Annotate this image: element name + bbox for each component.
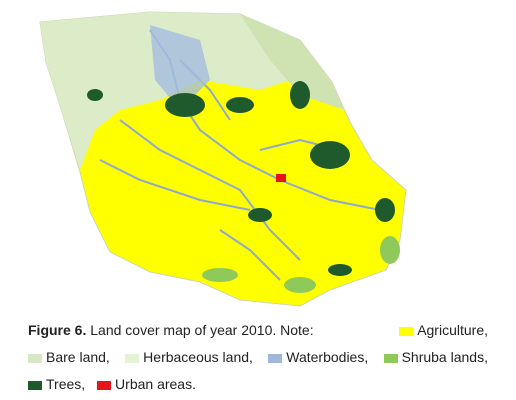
herbaceous-region xyxy=(40,12,320,170)
legend-label: Herbaceous land, xyxy=(143,349,253,365)
legend-swatch xyxy=(399,326,414,336)
legend-swatch xyxy=(125,353,140,363)
legend-label: Agriculture, xyxy=(417,322,488,338)
urban-area xyxy=(276,174,286,182)
shrub-patches xyxy=(202,236,400,293)
legend-label: Waterbodies, xyxy=(286,349,369,365)
land-cover-map xyxy=(39,11,407,307)
legend-swatch xyxy=(28,353,42,363)
bare-region xyxy=(240,14,345,110)
tree-patches xyxy=(87,81,395,276)
legend-line: Bare land, Herbaceous land, Waterbodies,… xyxy=(28,349,488,365)
caption-text: Land cover map of year 2010. Note: xyxy=(90,322,314,338)
legend-swatch xyxy=(28,380,42,390)
figure-label: Figure 6. xyxy=(28,322,87,338)
water-network xyxy=(99,29,381,281)
caption-line: Figure 6. Land cover map of year 2010. N… xyxy=(28,322,488,338)
legend-label: Bare land, xyxy=(46,349,110,365)
legend-label: Urban areas. xyxy=(115,376,196,392)
legend-label: Trees, xyxy=(46,376,86,392)
legend-label: Shruba lands, xyxy=(401,349,488,365)
legend-swatch xyxy=(97,380,112,390)
legend-swatch xyxy=(383,353,398,363)
legend-line: Trees, Urban areas. xyxy=(28,376,196,392)
legend-swatch xyxy=(268,353,283,363)
water-patch xyxy=(150,25,210,110)
